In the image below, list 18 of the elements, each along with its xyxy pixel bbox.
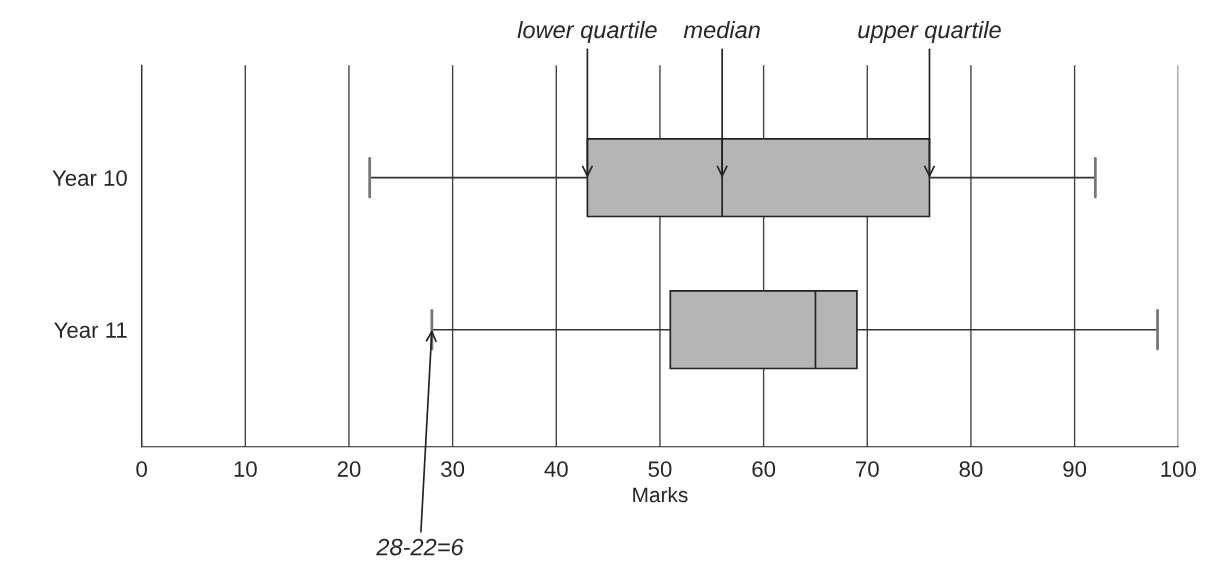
annotation: lower quartile	[517, 20, 657, 43]
y-tick-label: Year 10	[52, 170, 127, 186]
x-tick-label: 20	[337, 461, 361, 477]
x-tick-label: 80	[959, 461, 983, 477]
x-tick-label: 70	[856, 461, 879, 477]
x-tick-label: 30	[441, 461, 465, 477]
annotation: 28-22=6	[376, 538, 464, 556]
x-tick-label: 0	[136, 461, 147, 477]
x-tick-label: 60	[752, 461, 776, 477]
x-tick-label: 90	[1063, 461, 1087, 477]
x-tick-label: 50	[648, 461, 672, 477]
annotation: median	[683, 20, 760, 39]
x-axis-title: Marks	[633, 486, 688, 503]
annotation: upper quartile	[858, 20, 1001, 43]
x-tick-label: 100	[1161, 461, 1196, 477]
x-tick-label: 10	[234, 461, 257, 477]
x-tick-label: 40	[544, 461, 568, 477]
y-tick-label: Year 11	[54, 322, 127, 338]
